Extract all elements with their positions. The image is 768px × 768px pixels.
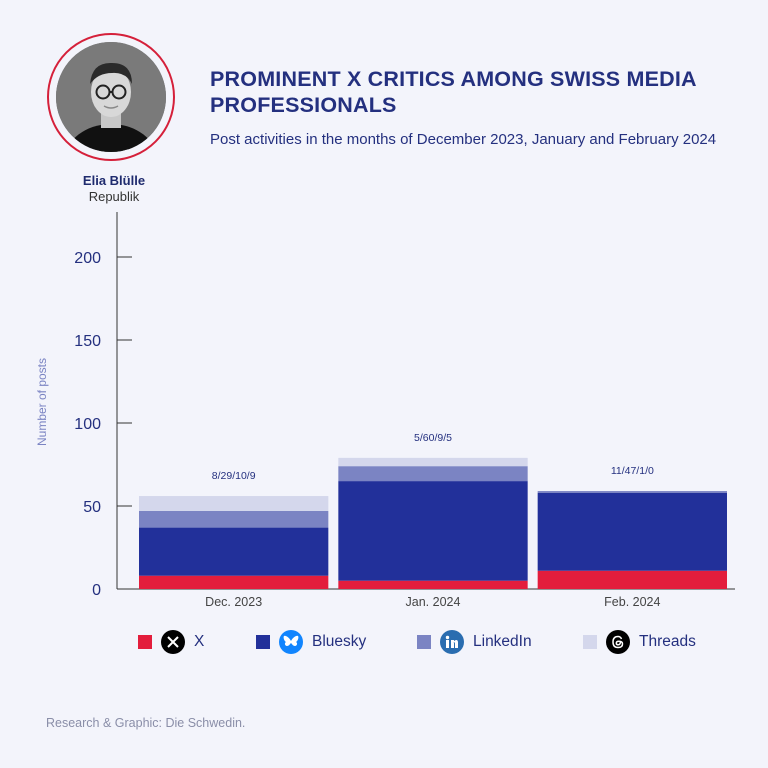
bar-bluesky-1 [139, 527, 329, 576]
x-logo-icon [161, 630, 185, 654]
legend-label-linkedin: LinkedIn [473, 633, 532, 650]
bar-x-3 [537, 570, 727, 589]
legend-item-bluesky: Bluesky [256, 628, 366, 656]
legend-swatch-threads [583, 635, 597, 649]
bluesky-butterfly-icon [279, 630, 303, 654]
legend-swatch-bluesky [256, 635, 270, 649]
bar-data-label: 11/47/1/0 [611, 465, 654, 477]
legend: X Bluesky LinkedIn Threads [0, 628, 768, 660]
legend-item-threads: Threads [583, 628, 696, 656]
legend-item-linkedin: LinkedIn [417, 628, 532, 656]
page-subtitle: Post activities in the months of Decembe… [210, 131, 717, 148]
bar-linkedin-1 [139, 510, 329, 528]
person-organization: Republik [88, 189, 140, 204]
bar-threads-1 [139, 496, 329, 511]
legend-swatch-linkedin [417, 635, 431, 649]
y-tick-label: 0 [92, 582, 101, 599]
legend-swatch-x [138, 635, 152, 649]
bar-bluesky-3 [537, 492, 727, 571]
y-tick-label: 200 [74, 250, 101, 267]
legend-label-x: X [194, 633, 205, 650]
threads-logo-icon [606, 630, 630, 654]
x-tick-label: Dec. 2023 [205, 595, 262, 609]
bar-bluesky-2 [338, 481, 528, 581]
bar-x-1 [139, 575, 329, 589]
person-name: Elia Blülle [82, 173, 146, 188]
bar-x-2 [338, 580, 528, 589]
y-axis-label: Number of posts [35, 358, 49, 446]
y-tick-label: 100 [74, 416, 101, 433]
legend-label-threads: Threads [639, 633, 696, 650]
avatar-ring [47, 33, 175, 161]
bar-linkedin-2 [338, 466, 528, 482]
x-tick-label: Jan. 2024 [406, 595, 461, 609]
x-tick-label: Feb. 2024 [604, 595, 660, 609]
bar-data-label: 5/60/9/5 [414, 432, 452, 444]
bar-data-label: 8/29/10/9 [212, 470, 256, 482]
footer-credit: Research & Graphic: Die Schwedin. [46, 716, 246, 730]
page-title: PROMINENT X CRITICS AMONG SWISS MEDIA PR… [210, 67, 696, 117]
linkedin-logo-icon [440, 630, 464, 654]
person-photo-icon [56, 42, 166, 152]
y-tick-label: 50 [83, 499, 101, 516]
bar-threads-2 [338, 457, 528, 467]
y-tick-label: 150 [74, 333, 101, 350]
bar-linkedin-3 [537, 491, 727, 493]
legend-item-x: X [138, 628, 204, 656]
stacked-bar-chart: 0 50 100 150 200 Number of posts 8/29/10/9 Dec.… [35, 212, 735, 609]
legend-label-bluesky: Bluesky [312, 633, 367, 650]
avatar [56, 42, 166, 152]
